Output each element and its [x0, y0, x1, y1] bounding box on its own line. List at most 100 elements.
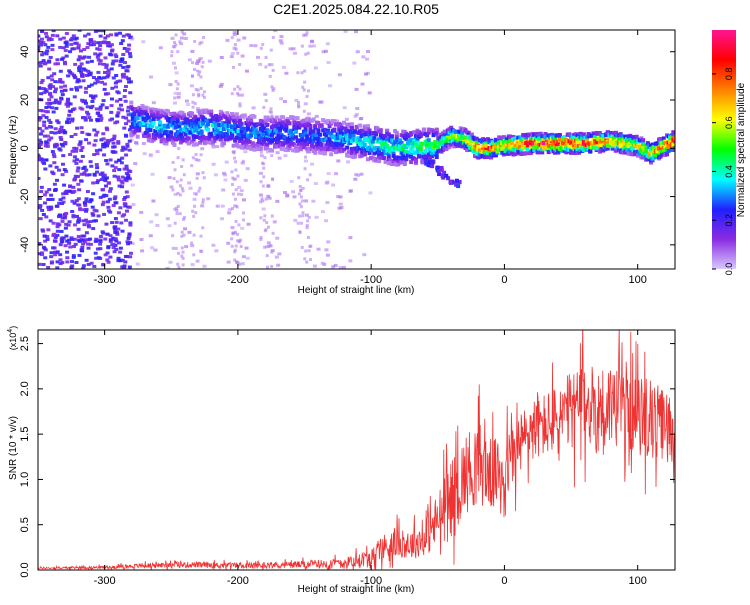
spectrogram-cell [175, 180, 179, 184]
spectrogram-cell [38, 142, 43, 146]
spectrogram-cell [218, 116, 223, 121]
spectrogram-cell [98, 107, 103, 111]
spectrogram-cell [168, 83, 173, 87]
spectrogram-cell [114, 99, 119, 103]
spectrogram-cell [59, 138, 64, 142]
spectrogram-cell [264, 99, 268, 103]
spectrogram-cell [231, 115, 236, 120]
spectrogram-cell [127, 205, 132, 209]
spectrogram-cell [191, 61, 195, 65]
spectrogram-cell [48, 121, 53, 125]
spectrogram-cell [113, 121, 118, 125]
spectrogram-cell [124, 75, 129, 79]
spectrogram-cell [367, 150, 372, 155]
y-tick-label: 2.0 [19, 381, 31, 396]
spectrogram-cell [524, 135, 529, 140]
spectrogram-cell [305, 224, 309, 228]
spectrogram-cell [60, 237, 65, 241]
spectrogram-cell [83, 118, 88, 122]
spectrogram-cell [300, 135, 305, 140]
spectrogram-cell [332, 119, 337, 124]
spectrogram-cell [98, 59, 103, 63]
spectrogram-cell [130, 106, 135, 111]
spectrogram-cell [242, 113, 247, 118]
spectrogram-cell [81, 242, 86, 246]
spectrogram-cell [262, 126, 267, 131]
spectrogram-cell [66, 117, 71, 121]
spectrogram-cells [38, 30, 675, 269]
spectrogram-cell [55, 58, 60, 62]
spectrogram-cell [331, 183, 336, 187]
spectrogram-cell [41, 51, 46, 55]
spectrogram-cell [191, 137, 196, 142]
spectrogram-cell [42, 123, 47, 127]
spectrogram-cell [424, 159, 429, 164]
spectrogram-cell [98, 247, 103, 251]
spectrogram-cell [76, 203, 81, 207]
spectrogram-cell [255, 122, 260, 127]
spectrogram-cell [39, 37, 44, 41]
spectrogram-cell [259, 235, 263, 239]
spectrogram-cell [49, 95, 54, 99]
spectrogram-cell [245, 256, 250, 260]
spectrogram-cell [75, 169, 80, 173]
spectrogram-cell [171, 61, 176, 65]
spectrogram-cell [69, 38, 74, 42]
spectrogram-cell [276, 263, 281, 267]
spectrogram-cell [135, 109, 140, 114]
spectrogram-cell [46, 228, 51, 232]
spectrogram-cell [372, 136, 377, 141]
spectrogram-cell [452, 144, 457, 149]
spectrogram-cell [169, 111, 174, 116]
spectrogram-cell [170, 115, 175, 120]
spectrogram-cell [55, 250, 60, 254]
spectrogram-cell [655, 149, 660, 154]
spectrogram-cell [150, 113, 155, 118]
spectrogram-cell [348, 134, 353, 139]
spectrogram-cell [303, 257, 307, 261]
spectrogram-cell [349, 130, 354, 135]
spectrogram-cell [230, 170, 234, 174]
spectrogram-cell [103, 253, 108, 257]
spectrogram-cell [75, 175, 80, 179]
x-tick-label: -200 [227, 274, 249, 286]
spectrogram-cell [404, 149, 409, 154]
spectrogram-cell [266, 183, 270, 187]
spectrogram-cell [97, 76, 102, 80]
spectrogram-cell [183, 131, 188, 136]
spectrogram-cell [296, 221, 300, 225]
spectrogram-cell [93, 94, 98, 98]
spectrogram-cell [119, 42, 124, 46]
spectrogram-cell [301, 214, 305, 218]
spectrogram-cell [38, 217, 43, 221]
spectrogram-cell [493, 152, 498, 157]
spectrogram-cell [330, 141, 335, 146]
spectrogram-cell [117, 168, 122, 172]
spectrogram-cell [301, 186, 305, 190]
spectrogram-cell [86, 112, 91, 116]
spectrogram-cell [127, 33, 132, 37]
spectrogram-cell [231, 192, 235, 196]
spectrogram-cell [116, 178, 121, 182]
spectrogram-cell [40, 30, 45, 34]
spectrogram-cell [174, 43, 178, 47]
spectrogram-cell [92, 208, 97, 212]
spectrogram-cell [126, 175, 131, 179]
spectrogram-cell [89, 38, 94, 42]
spectrogram-cell [111, 242, 116, 246]
spectrogram-cell [237, 185, 242, 189]
spectrogram-cell [290, 136, 295, 141]
spectrogram-cell [124, 209, 129, 213]
spectrogram-cell [86, 32, 91, 36]
spectrogram-cell [98, 118, 103, 122]
spectrogram-cell [47, 118, 52, 122]
spectrogram-cell [111, 246, 116, 250]
spectrogram-cell [235, 205, 239, 209]
spectrogram-cell [39, 157, 44, 161]
spectrogram-cell [44, 158, 49, 162]
spectrogram-cell [298, 145, 303, 150]
spectrogram-cell [84, 258, 89, 262]
spectrogram-cell [99, 138, 104, 142]
spectrogram-cell [96, 53, 101, 57]
spectrogram-cell [88, 200, 93, 204]
